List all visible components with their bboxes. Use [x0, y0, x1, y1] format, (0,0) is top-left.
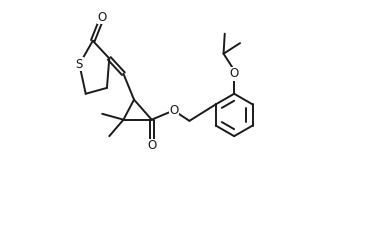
Text: O: O: [98, 11, 107, 24]
Text: O: O: [147, 139, 156, 152]
Text: O: O: [170, 104, 179, 117]
Text: O: O: [229, 67, 239, 80]
Text: S: S: [76, 58, 83, 71]
